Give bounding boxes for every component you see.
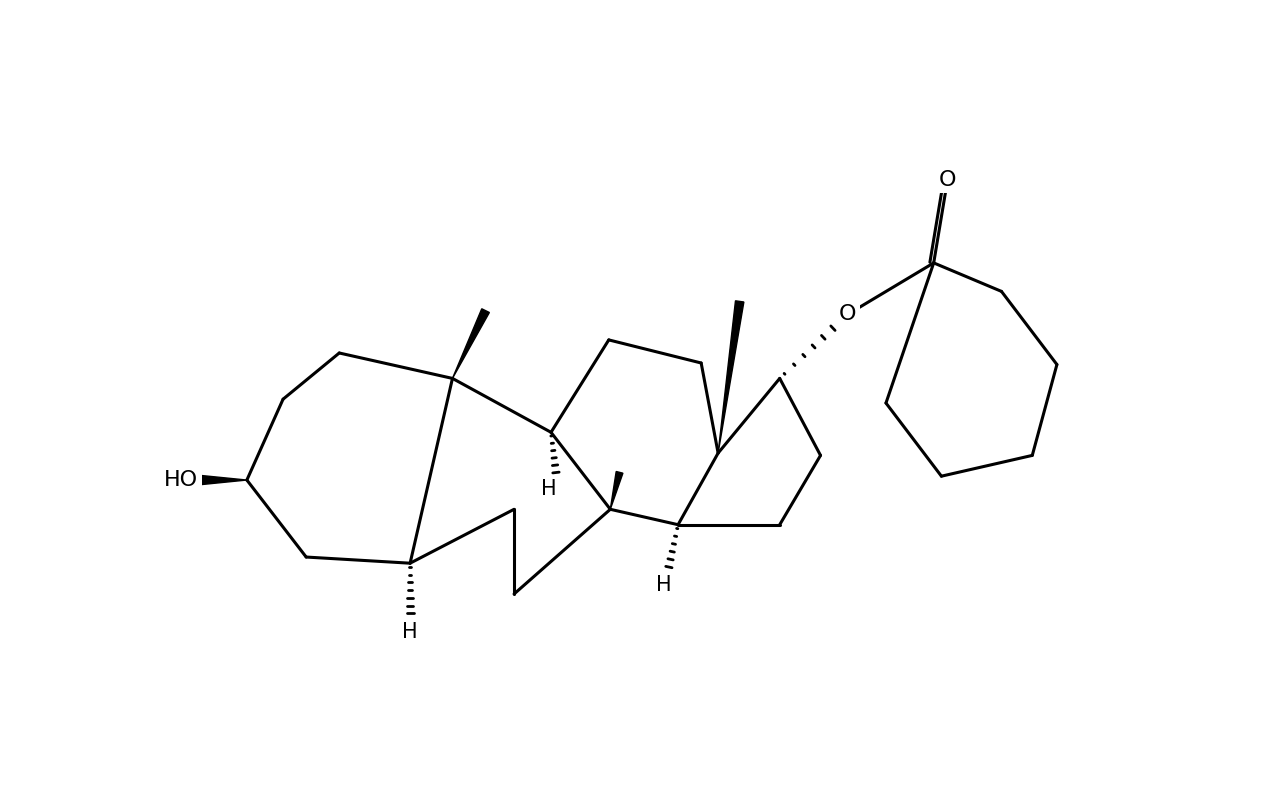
Text: H: H [541,479,556,499]
Text: O: O [939,169,957,190]
Text: H: H [402,623,417,642]
Polygon shape [718,301,743,453]
Text: O: O [838,304,856,325]
Text: H: H [656,575,672,595]
Polygon shape [452,309,489,379]
Polygon shape [610,471,623,509]
Polygon shape [200,475,247,485]
Text: HO: HO [164,470,198,490]
